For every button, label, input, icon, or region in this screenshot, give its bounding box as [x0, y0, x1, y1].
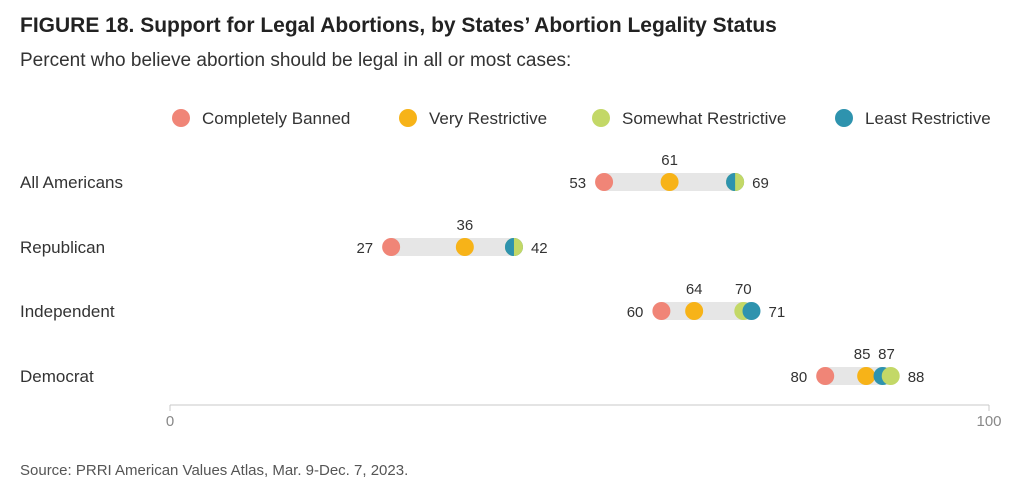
legend-marker-least-restrictive — [835, 109, 853, 127]
data-label-very-restrictive: 61 — [661, 152, 678, 169]
data-label-max: 71 — [768, 304, 785, 321]
data-label-max: 42 — [531, 240, 548, 257]
dot-somewhat-restrictive-democrat — [881, 367, 900, 385]
dot-completely-banned-republican — [382, 238, 401, 256]
dot-very-restrictive-democrat — [857, 367, 876, 385]
data-label-completely-banned: 53 — [569, 175, 586, 192]
category-label-all-americans: All Americans — [20, 173, 123, 192]
data-label-least-restrictive: 87 — [878, 346, 895, 363]
category-label-democrat: Democrat — [20, 367, 94, 386]
legend-label-completely-banned: Completely Banned — [202, 109, 350, 128]
range-bar-independent — [661, 302, 752, 320]
dot-half-least-restrictive-republican — [504, 238, 514, 256]
dot-completely-banned-independent — [652, 302, 671, 320]
chart-subtitle: Percent who believe abortion should be l… — [20, 50, 572, 71]
data-label-completely-banned: 80 — [791, 369, 808, 386]
data-label-max: 69 — [752, 175, 769, 192]
data-label-completely-banned: 27 — [356, 240, 373, 257]
data-label-very-restrictive: 85 — [854, 346, 871, 363]
range-bar-republican — [391, 238, 514, 256]
x-tick-label: 0 — [166, 413, 174, 430]
dot-range-chart: Completely Banned Very Restrictive Somewha… — [20, 109, 1002, 430]
legend-label-very-restrictive: Very Restrictive — [429, 109, 547, 128]
dot-half-least-restrictive-all-americans — [726, 173, 736, 191]
legend-marker-somewhat-restrictive — [592, 109, 610, 127]
source-note: Source: PRRI American Values Atlas, Mar.… — [20, 462, 409, 479]
legend-marker-very-restrictive — [399, 109, 417, 127]
dot-least-restrictive-independent — [742, 302, 761, 320]
legend-label-somewhat-restrictive: Somewhat Restrictive — [622, 109, 786, 128]
data-label-very-restrictive: 64 — [686, 281, 703, 298]
data-label-completely-banned: 60 — [627, 304, 644, 321]
dot-very-restrictive-all-americans — [660, 173, 679, 191]
data-label-very-restrictive: 36 — [456, 217, 473, 234]
legend-label-least-restrictive: Least Restrictive — [865, 109, 991, 128]
data-label-somewhat-restrictive: 70 — [735, 281, 752, 298]
category-label-republican: Republican — [20, 238, 105, 257]
dot-completely-banned-democrat — [816, 367, 835, 385]
legend-marker-completely-banned — [172, 109, 190, 127]
data-label-max: 88 — [908, 369, 925, 386]
category-label-independent: Independent — [20, 302, 115, 321]
dot-very-restrictive-republican — [455, 238, 474, 256]
chart-title: FIGURE 18. Support for Legal Abortions, … — [20, 14, 777, 37]
dot-completely-banned-all-americans — [595, 173, 614, 191]
dot-very-restrictive-independent — [685, 302, 704, 320]
x-tick-label: 100 — [976, 413, 1001, 430]
